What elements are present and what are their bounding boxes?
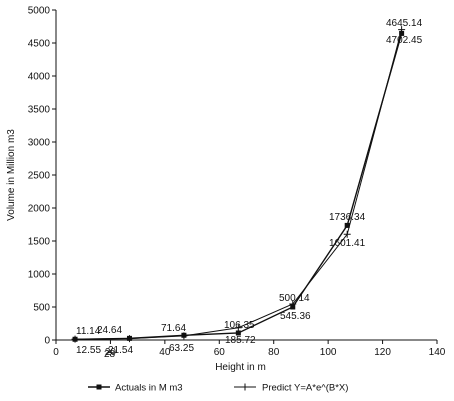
legend: Actuals in M m3 Predict Y=A*e^(B*X) bbox=[88, 383, 348, 394]
point-predict bbox=[289, 300, 297, 308]
point-predict bbox=[71, 335, 79, 343]
y-tick-label: 3500 bbox=[28, 105, 51, 116]
extra-data-label: 28 bbox=[104, 349, 116, 360]
data-label-actuals: 71.64 bbox=[161, 323, 186, 334]
x-tick-label: 0 bbox=[53, 347, 59, 358]
y-tick-label: 0 bbox=[44, 336, 50, 347]
x-axis-label: Height in m bbox=[215, 362, 266, 373]
x-tick-label: 60 bbox=[214, 347, 226, 358]
y-tick-label: 2000 bbox=[28, 204, 51, 215]
legend-item-predict: Predict Y=A*e^(B*X) bbox=[234, 383, 348, 394]
data-label-predict: 4702.45 bbox=[386, 35, 423, 46]
series-line-actuals bbox=[75, 33, 403, 340]
data-label-predict: 1601.41 bbox=[329, 238, 366, 249]
point-actuals bbox=[399, 30, 405, 36]
legend-item-actuals: Actuals in M m3 bbox=[88, 383, 183, 394]
y-axis-label: Volume in Million m3 bbox=[6, 129, 17, 221]
y-tick-label: 500 bbox=[33, 303, 50, 314]
data-label-actuals: 24.64 bbox=[97, 325, 122, 336]
data-label-predict: 545.36 bbox=[280, 311, 311, 322]
data-label-actuals: 4645.14 bbox=[386, 18, 423, 29]
data-label-predict: 63.25 bbox=[169, 343, 194, 354]
data-label-actuals: 500.14 bbox=[279, 293, 310, 304]
x-ticks: 0 20 40 60 80 100 120 140 bbox=[53, 340, 446, 358]
x-tick-label: 20 bbox=[105, 347, 117, 358]
series-line-predict bbox=[75, 29, 403, 340]
point-actuals bbox=[344, 222, 350, 228]
point-actuals bbox=[235, 330, 241, 336]
data-label-predict: 21.54 bbox=[108, 345, 133, 356]
data-label-predict: 185.72 bbox=[225, 335, 256, 346]
data-label-actuals: 1736.34 bbox=[329, 212, 366, 223]
x-tick-label: 80 bbox=[268, 347, 280, 358]
y-tick-label: 5000 bbox=[28, 6, 51, 17]
point-predict bbox=[125, 335, 133, 343]
legend-label-predict: Predict Y=A*e^(B*X) bbox=[262, 383, 348, 394]
point-predict bbox=[180, 332, 188, 340]
y-tick-label: 1000 bbox=[28, 270, 51, 281]
x-tick-label: 40 bbox=[159, 347, 171, 358]
legend-marker-square-icon bbox=[96, 384, 102, 390]
legend-label-actuals: Actuals in M m3 bbox=[115, 383, 183, 394]
x-tick-label: 120 bbox=[374, 347, 391, 358]
series-lines bbox=[75, 29, 403, 340]
series-markers bbox=[71, 26, 406, 343]
point-predict bbox=[234, 324, 242, 332]
axes bbox=[55, 10, 437, 341]
point-predict bbox=[343, 230, 351, 238]
x-tick-label: 140 bbox=[429, 347, 446, 358]
y-tick-label: 3000 bbox=[28, 138, 51, 149]
point-predict bbox=[398, 26, 406, 34]
x-tick-label: 100 bbox=[320, 347, 337, 358]
y-tick-label: 1500 bbox=[28, 237, 51, 248]
legend-marker-plus-icon bbox=[241, 383, 249, 391]
data-label-actuals: 106.35 bbox=[224, 320, 255, 331]
y-tick-label: 2500 bbox=[28, 171, 51, 182]
data-label-predict: 12.55 bbox=[76, 345, 101, 356]
data-label-actuals: 11.14 bbox=[76, 326, 101, 337]
y-tick-label: 4500 bbox=[28, 39, 51, 50]
y-tick-label: 4000 bbox=[28, 72, 51, 83]
y-ticks: 0 500 1000 1500 2000 2500 3000 3500 4000 4500 5000 bbox=[28, 6, 56, 347]
